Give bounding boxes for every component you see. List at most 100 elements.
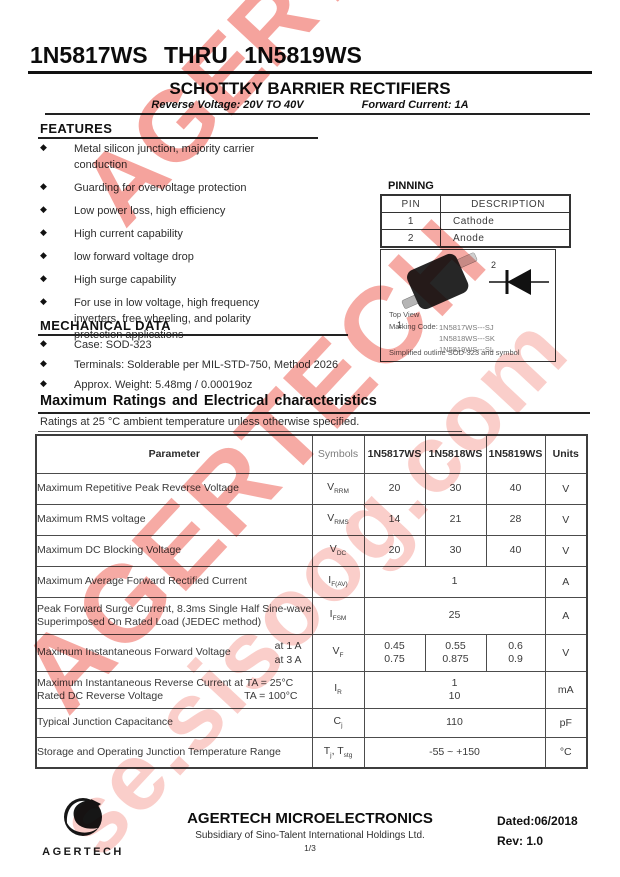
feature-item-text: High current capability [74,228,183,240]
parameter-cell: Maximum Instantaneous Reverse Current at… [35,670,313,709]
parameter-cell: Maximum RMS voltage [35,503,313,536]
parameter-cell: Storage and Operating Junction Temperatu… [35,736,313,769]
ratings-subtitle: Ratings at 25 °C ambient temperature unl… [40,416,360,428]
diode-symbol [489,269,549,295]
feature-item: ◆ High current capability [40,226,370,242]
ratings-subtitle-rule [38,431,462,432]
symbol-cell: Cj [311,707,365,738]
parameter-cell: Maximum Repetitive Peak Reverse Voltage [35,472,313,505]
marking-code: 1N5819WS---SL [439,345,495,354]
feature-item: ◆ Low power loss, high efficiency [40,203,370,219]
value-cell: 30 [424,534,487,567]
table-row: Peak Forward Surge Current, 8.3ms Single… [35,596,588,635]
marking-codes: 1N5817WS---SJ 1N5818WS---SK 1N5819WS---SL [439,322,495,355]
package-outline-box: 2 1 Top View Marking Code: 1N5817WS---SJ… [380,249,556,362]
marking-code: 1N5817WS---SJ [439,323,494,332]
mechanical-item: ◆ Approx. Weight: 5.48mg / 0.00019oz [40,377,400,393]
reverse-voltage-spec: Reverse Voltage: 20V TO 40V [151,99,304,111]
footer-rev: Rev: 1.0 [497,834,544,848]
mechanical-list: ◆ Case: SOD-323 ◆ Terminals: Solderable per… [40,337,400,397]
value-cell: 0.6 0.9 [485,633,546,672]
pinning-row: 2 Anode [380,229,571,248]
col-header-1n5819ws: 1N5819WS [485,434,546,474]
table-row: Maximum Instantaneous Reverse Current at… [35,670,588,709]
parameter-cell: Typical Junction Capacitance [35,707,313,738]
footer-subsidiary: Subsidiary of Sino-Talent International … [195,830,425,841]
diamond-bullet-icon: ◆ [40,250,47,260]
symbol-cell: VDC [311,534,365,567]
value-cell: 40 [485,472,546,505]
diamond-bullet-icon: ◆ [40,296,47,306]
ratings-heading: Maximum Ratings and Electrical character… [40,393,377,409]
mechanical-item-text: Case: SOD-323 [74,339,152,351]
unit-cell: mA [544,670,588,709]
value-cell: 30 [424,472,487,505]
feature-item-text: High surge capability [74,274,177,286]
footer-page-number: 1/3 [304,843,316,853]
footer-logo-text: AGERTECH [42,846,124,858]
feature-item-text: Guarding for overvoltage protection [74,182,247,194]
feature-item-text: Metal silicon junction, majority carrier [74,143,255,155]
symbol-cell: IFSM [311,596,365,635]
unit-cell: V [544,633,588,672]
pin-number: 1 [380,212,441,230]
features-heading: FEATURES [40,121,113,136]
mechanical-item: ◆ Case: SOD-323 [40,337,400,353]
value-cell-merged: 1 [363,565,546,598]
unit-cell: A [544,596,588,635]
parameter-cell: Peak Forward Surge Current, 8.3ms Single… [35,596,313,635]
footer-dated: Dated:06/2018 [497,814,578,828]
diamond-bullet-icon: ◆ [40,204,47,214]
feature-item: ◆ High surge capability [40,272,370,288]
pin-number: 2 [380,229,441,248]
feature-item: ◆ Metal silicon junction, majority carrie… [40,141,370,173]
mechanical-item-text: Approx. Weight: 5.48mg / 0.00019oz [74,379,253,391]
sod-323-package-drawing: 2 1 [397,252,549,330]
col-header-symbols: Symbols [311,434,365,474]
parameter-cell: Maximum DC Blocking Voltage [35,534,313,567]
feature-item-text: For use in low voltage, high frequency [74,297,260,309]
value-cell: 20 [363,534,426,567]
value-cell: 0.45 0.75 [363,633,426,672]
symbol-cell: VF [311,633,365,672]
subtitle-row: Reverse Voltage: 20V TO 40V Forward Curr… [0,99,620,111]
symbol-cell: IF(AV) [311,565,365,598]
unit-cell: °C [544,736,588,769]
title-rule [28,71,592,74]
footer-company-name: AGERTECH MICROELECTRONICS [187,810,433,827]
pinning-row: 1 Cathode [380,212,571,230]
symbol-cell: VRRM [311,472,365,505]
parameter-cell: Maximum Average Forward Rectified Curren… [35,565,313,598]
unit-cell: A [544,565,588,598]
top-view-label: Top View [389,310,420,319]
ratings-heading-rule [38,412,590,414]
features-underline [38,137,318,139]
agertech-logo-icon [64,798,102,836]
ratings-table: Parameter Symbols 1N5817WS 1N5818WS 1N58… [35,434,588,769]
table-row: Maximum RMS voltage VRMS 14 21 28 V [35,503,588,536]
marking-code-label: Marking Code: [389,322,438,331]
feature-item: ◆ low forward voltage drop [40,249,370,265]
table-row: Maximum Repetitive Peak Reverse Voltage V… [35,472,588,505]
marking-code: 1N5818WS---SK [439,334,495,343]
diamond-bullet-icon: ◆ [40,273,47,283]
value-cell-merged: 110 [363,707,546,738]
symbol-cell: IR [311,670,365,709]
subtitle-rule [45,113,590,115]
table-row: Maximum DC Blocking Voltage VDC 20 30 40 V [35,534,588,567]
unit-cell: V [544,503,588,536]
feature-item-text: conduction [74,159,128,171]
col-header-1n5818ws: 1N5818WS [424,434,487,474]
unit-cell: V [544,534,588,567]
pin-2-label: 2 [491,260,496,270]
mechanical-underline [38,334,348,336]
table-row: Storage and Operating Junction Temperatu… [35,736,588,769]
symbol-cell: VRMS [311,503,365,536]
feature-item-text: low forward voltage drop [74,251,194,263]
part-range-title: 1N5817WS THRU 1N5819WS [30,42,362,68]
package-body [407,253,469,310]
symbol-cell: Tj, Tstg [311,736,365,769]
footer-revision-block: Dated:06/2018 Rev: 1.0 [497,814,578,854]
diamond-bullet-icon: ◆ [40,378,47,388]
